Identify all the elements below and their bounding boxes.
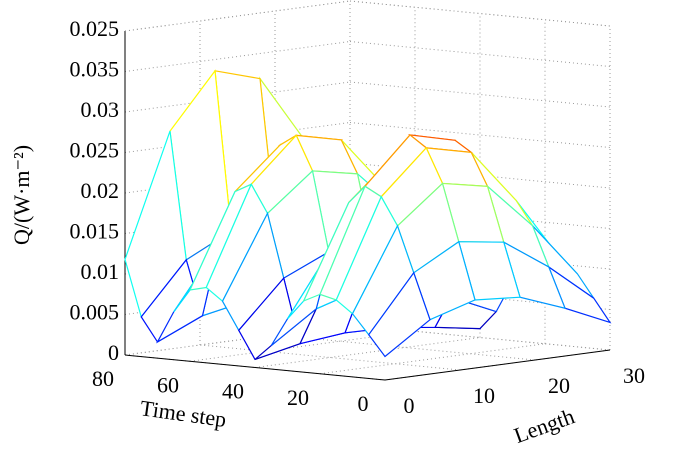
grid-line — [349, 122, 611, 148]
y-tick-label: 30 — [623, 363, 645, 388]
z-tick-label: 0.035 — [70, 57, 120, 82]
x-tick-label: 80 — [92, 366, 114, 391]
z-tick-label: 0.025 — [70, 138, 120, 163]
z-tick-label: 0.015 — [70, 219, 120, 244]
y-tick-label: 10 — [473, 383, 495, 408]
y-tick-label: 20 — [548, 373, 570, 398]
z-tick-label: 0.005 — [70, 300, 120, 325]
y-tick-label: 0 — [404, 393, 415, 418]
surface-cell — [368, 271, 431, 358]
z-tick-label: 0.025 — [70, 16, 120, 41]
y-axis-title: Length — [511, 403, 578, 448]
x-tick-label: 40 — [222, 379, 244, 404]
grid-line — [319, 343, 546, 375]
z-axis-title: Q/(W·m⁻²) — [9, 145, 34, 245]
x-tick-label: 20 — [287, 385, 309, 410]
axis-line — [124, 354, 386, 381]
grid-line — [124, 41, 351, 72]
grid-line — [349, 81, 611, 108]
z-tick-label: 0 — [108, 340, 119, 365]
x-axis-title: Time step — [139, 395, 228, 432]
x-tick-label: 0 — [358, 391, 369, 416]
surface — [124, 69, 612, 361]
x-tick-label: 60 — [157, 372, 179, 397]
z-tick-label: 0.02 — [81, 178, 120, 203]
z-tick-label: 0.03 — [81, 97, 120, 122]
axis-line — [384, 349, 611, 381]
z-tick-label: 0.01 — [81, 259, 120, 284]
axis-line — [124, 0, 351, 32]
axes-box — [124, 0, 611, 381]
